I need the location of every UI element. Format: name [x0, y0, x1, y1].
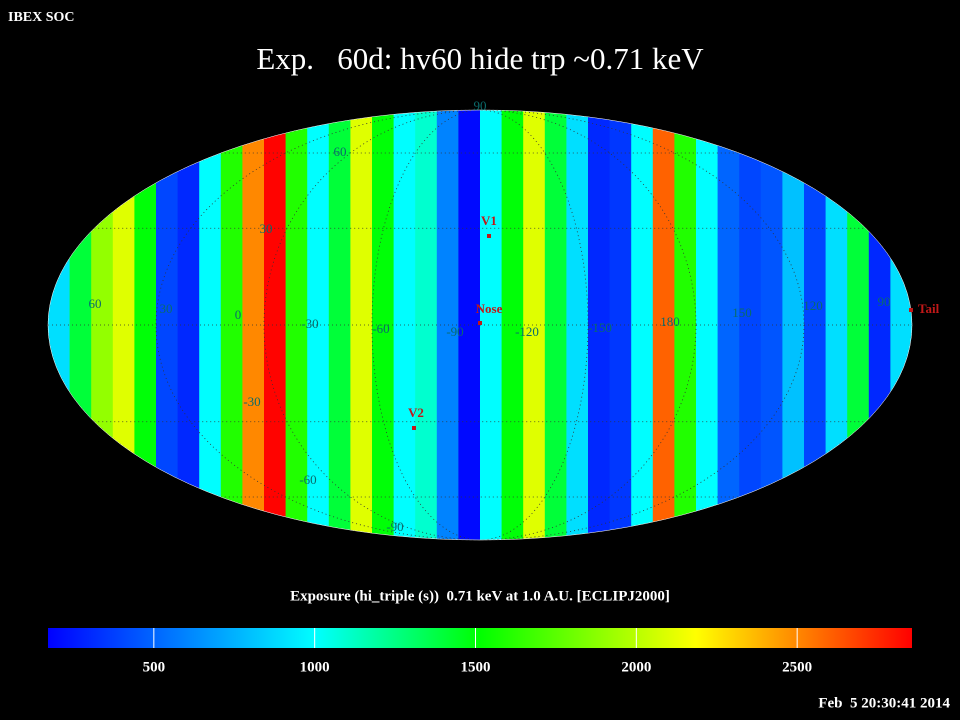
map-column — [696, 110, 719, 540]
latitude-label: -30 — [243, 394, 260, 409]
map-column — [415, 110, 438, 540]
chart-title: Exp. 60d: hv60 hide trp ~0.71 keV — [256, 41, 704, 76]
longitude-label: 60 — [89, 296, 102, 311]
marker-dot — [487, 234, 491, 238]
map-column — [199, 110, 222, 540]
latitude-label: 30 — [260, 221, 273, 236]
map-column — [350, 110, 373, 540]
map-column — [674, 110, 697, 540]
map-column — [544, 110, 567, 540]
marker-label: V2 — [408, 405, 424, 420]
colorbar-tick-label: 500 — [143, 659, 166, 675]
overlay: 60 30 0 -30 -60 -90 -120 -150 180 150 120 90 90 60 30 -… — [89, 98, 940, 534]
map-column — [156, 110, 179, 540]
map-column — [220, 110, 243, 540]
colorbar — [48, 628, 912, 648]
map-column — [480, 110, 503, 540]
colorbar-tick-label: 1500 — [460, 659, 490, 675]
map-column — [328, 110, 351, 540]
colorbar-tick-label: 2000 — [621, 659, 651, 675]
map-column — [739, 110, 762, 540]
map-column — [458, 110, 481, 540]
longitude-label: 30 — [160, 301, 173, 316]
marker-label: V1 — [481, 213, 497, 228]
map-column — [372, 110, 395, 540]
longitude-label: -120 — [515, 324, 539, 339]
latitude-label: 60 — [334, 144, 347, 159]
colorbar-ticks: 500 1000 1500 2000 2500 — [143, 628, 812, 675]
map-column — [566, 110, 589, 540]
map-column — [523, 110, 546, 540]
header: IBEX SOC — [8, 10, 75, 25]
timestamp: Feb 5 20:30:41 2014 — [818, 695, 950, 711]
longitude-label: -60 — [372, 321, 389, 336]
latitude-label: 90 — [474, 98, 487, 113]
latitude-label: -60 — [299, 472, 316, 487]
map-column — [782, 110, 805, 540]
longitude-label: 150 — [732, 305, 752, 320]
outline — [47, 109, 913, 541]
colorbar-tick-label: 2500 — [782, 659, 812, 675]
colorbar-tick-label: 1000 — [300, 659, 330, 675]
longitude-label: 180 — [660, 314, 680, 329]
map-column — [134, 110, 157, 540]
map-column — [631, 110, 654, 540]
longitude-label: 0 — [235, 307, 242, 322]
colorbar-label: Exposure (hi_triple (s)) 0.71 keV at 1.0… — [290, 588, 670, 604]
longitude-label: -90 — [446, 324, 463, 339]
longitude-label: -150 — [588, 320, 612, 335]
map-column — [307, 110, 330, 540]
map-column — [264, 110, 287, 540]
map-column — [112, 110, 135, 540]
marker-dot — [909, 308, 913, 312]
marker-label: Tail — [918, 301, 940, 316]
map-column — [436, 110, 459, 540]
marker-label: Nose — [476, 301, 503, 316]
longitude-label: -30 — [301, 316, 318, 331]
marker-dot — [412, 426, 416, 430]
map-column — [760, 110, 783, 540]
map-column — [652, 110, 675, 540]
longitude-label: 90 — [878, 294, 891, 309]
map-column — [242, 110, 265, 540]
map-column — [804, 110, 827, 540]
marker-dot — [478, 321, 482, 325]
latitude-label: -90 — [386, 519, 403, 534]
map-column — [588, 110, 611, 540]
longitude-label: 120 — [803, 298, 823, 313]
